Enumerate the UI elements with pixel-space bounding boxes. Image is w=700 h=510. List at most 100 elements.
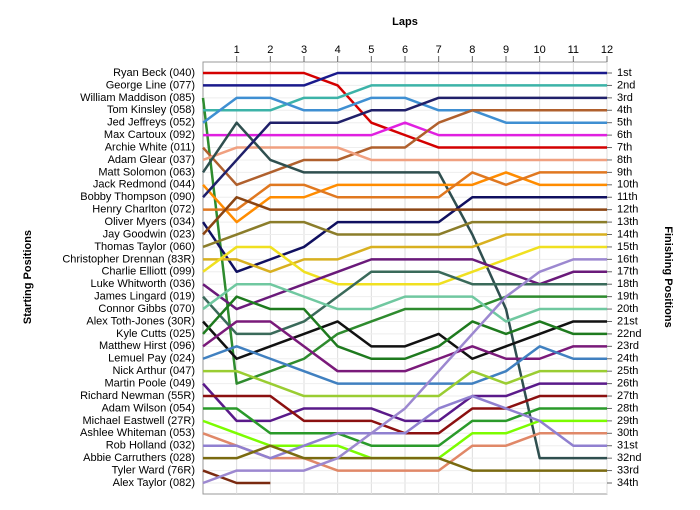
driver-line [202, 245, 607, 286]
driver-line [202, 295, 607, 361]
y2-tick-label: 17th [617, 266, 638, 278]
legend-label: Luke Whitworth (036) [90, 278, 195, 290]
y2-tick-label: 3rd [617, 92, 633, 104]
x-tick-label: 9 [503, 44, 509, 56]
legend-label: Ryan Beck (040) [113, 67, 195, 79]
legend-label: William Maddison (085) [80, 92, 195, 104]
y2-tick-label: 13th [617, 216, 638, 228]
x-tick-label: 2 [267, 44, 273, 56]
x-tick-label: 7 [436, 44, 442, 56]
legend-label: George Line (077) [106, 79, 195, 91]
x-tick-label: 1 [234, 44, 240, 56]
y2-tick-label: 31st [617, 440, 638, 452]
y2-tick-label: 14th [617, 228, 638, 240]
legend-label: Tyler Ward (76R) [112, 464, 195, 476]
driver-line [202, 282, 607, 323]
driver-line [203, 121, 607, 137]
y2-tick-label: 27th [617, 390, 638, 402]
legend-label: Matt Solomon (063) [98, 166, 195, 178]
x-tick-label: 3 [301, 44, 307, 56]
y2-axis-title: Finishing Positions [662, 226, 674, 327]
legend-label: Henry Charlton (072) [92, 204, 195, 216]
x-tick-label: 5 [368, 44, 374, 56]
y2-tick-label: 18th [617, 278, 638, 290]
driver-line [201, 195, 607, 274]
legend-label: Richard Newman (55R) [80, 390, 195, 402]
legend-label: Martin Poole (049) [105, 378, 196, 390]
legend-label: Adam Glear (037) [108, 154, 195, 166]
driver-line [201, 121, 607, 460]
driver-line [202, 146, 607, 162]
driver-line [203, 233, 607, 274]
y2-tick-label: 1st [617, 67, 632, 79]
y2-tick-label: 16th [617, 253, 638, 265]
driver-line [202, 96, 607, 199]
x-tick-label: 11 [568, 44, 579, 56]
legend-label: Matthew Hirst (096) [99, 340, 195, 352]
legend-label: Max Cartoux (092) [104, 129, 195, 141]
y2-tick-label: 7th [617, 141, 632, 153]
y2-tick-label: 6th [617, 129, 632, 141]
y2-tick-label: 21st [617, 315, 638, 327]
y2-tick-label: 26th [617, 378, 638, 390]
y2-tick-label: 15th [617, 241, 638, 253]
legend-label: Charlie Elliott (099) [101, 266, 195, 278]
y2-tick-label: 5th [617, 117, 632, 129]
y2-tick-label: 32nd [617, 452, 641, 464]
y2-tick-label: 22nd [617, 328, 641, 340]
legend-label: Rob Holland (032) [106, 440, 195, 452]
y2-tick-label: 24th [617, 353, 638, 365]
driver-line [202, 320, 607, 361]
driver-line [202, 109, 607, 187]
driver-line [202, 96, 607, 124]
y2-tick-label: 4th [617, 104, 632, 116]
legend-label: Jack Redmond (044) [93, 179, 195, 191]
driver-line [201, 97, 607, 385]
legend-label: Bobby Thompson (090) [80, 191, 195, 203]
y-axis-title: Starting Positions [22, 230, 34, 324]
driver-line [203, 71, 607, 149]
driver-line [203, 84, 607, 112]
legend-label: Connor Gibbs (070) [98, 303, 195, 315]
legend-label: Alex Taylor (082) [113, 477, 195, 489]
y2-tick-label: 29th [617, 415, 638, 427]
legend-label: Oliver Myers (034) [105, 216, 195, 228]
driver-line [202, 382, 607, 423]
legend-label: Jed Jeffreys (052) [107, 117, 195, 129]
y2-tick-label: 11th [617, 191, 638, 203]
legend-label: Lemuel Pay (024) [108, 353, 195, 365]
y2-tick-label: 19th [617, 291, 638, 303]
x-tick-label: 12 [601, 44, 613, 56]
legend-label: Adam Wilson (054) [101, 402, 195, 414]
legend-label: Jay Goodwin (023) [103, 228, 195, 240]
driver-line [203, 71, 607, 87]
x-tick-label: 4 [335, 44, 341, 56]
y2-tick-label: 8th [617, 154, 632, 166]
driver-line [202, 171, 607, 224]
legend-label: Archie White (011) [105, 141, 195, 153]
driver-line [202, 469, 271, 485]
x-tick-label: 8 [469, 44, 475, 56]
driver-line [202, 220, 607, 249]
driver-line [202, 270, 607, 336]
driver-line [202, 320, 607, 373]
x-axis-title: Laps [392, 16, 418, 28]
driver-line [203, 171, 607, 211]
y2-tick-label: 20th [617, 303, 638, 315]
legend-label: Nick Arthur (047) [112, 365, 195, 377]
driver-line [202, 258, 607, 485]
driver-line [203, 444, 607, 472]
driver-line [203, 369, 607, 398]
legend-label: Tom Kinsley (058) [107, 104, 195, 116]
legend-label: Christopher Drennan (83R) [62, 253, 195, 265]
y2-tick-label: 2nd [617, 79, 635, 91]
driver-line [203, 407, 607, 447]
driver-line [202, 195, 607, 236]
x-tick-label: 6 [402, 44, 408, 56]
y2-tick-label: 9th [617, 166, 632, 178]
driver-line [202, 345, 607, 385]
y2-tick-label: 10th [617, 179, 638, 191]
y2-tick-label: 23rd [617, 340, 639, 352]
legend-label: Abbie Carruthers (028) [83, 452, 195, 464]
